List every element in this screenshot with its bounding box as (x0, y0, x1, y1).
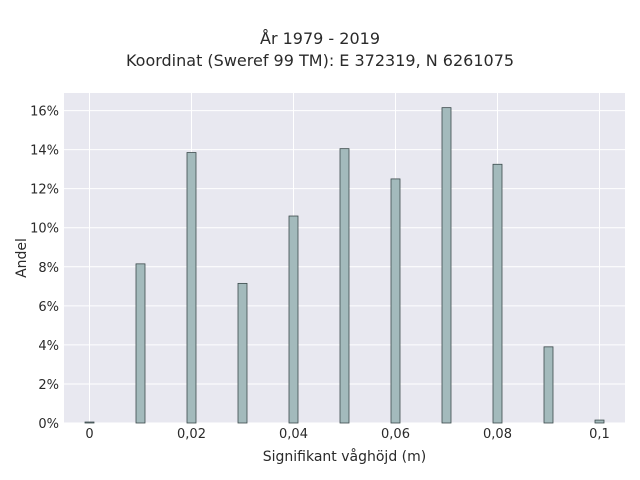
y-tick-label: 14% (30, 144, 59, 159)
x-tick-label: 0 (85, 427, 93, 442)
x-tick-label: 0,08 (483, 427, 512, 442)
x-tick-label: 0,06 (381, 427, 410, 442)
bar (237, 282, 248, 424)
y-axis-label: Andel (14, 238, 30, 278)
bar (594, 419, 605, 424)
bar (186, 152, 197, 424)
y-tick-label: 8% (38, 261, 59, 276)
y-tick-label: 16% (30, 105, 59, 120)
bars (84, 107, 605, 424)
x-tick-label: 0,1 (589, 427, 610, 442)
bar (543, 346, 554, 424)
bar (288, 215, 299, 424)
bar (390, 178, 401, 424)
chart-title-line1: År 1979 - 2019 (260, 29, 380, 48)
bar (339, 148, 350, 424)
y-axis-ticks: 0% 2% 4% 6% 8% 10% 12% 14% 16% (30, 105, 59, 432)
x-axis-label: Signifikant våghöjd (m) (263, 448, 426, 465)
y-tick-label: 6% (38, 300, 59, 315)
bar (441, 107, 452, 424)
y-tick-label: 10% (30, 222, 59, 237)
x-tick-label: 0,04 (279, 427, 308, 442)
bar (492, 163, 503, 424)
y-tick-label: 12% (30, 183, 59, 198)
x-tick-label: 0,02 (177, 427, 206, 442)
bar (135, 263, 146, 424)
y-tick-label: 4% (38, 339, 59, 354)
x-axis-ticks: 0 0,02 0,04 0,06 0,08 0,1 (85, 427, 609, 442)
chart-title-line2: Koordinat (Sweref 99 TM): E 372319, N 62… (125, 51, 515, 70)
y-tick-label: 0% (38, 417, 59, 432)
bar (84, 421, 95, 424)
y-tick-label: 2% (38, 378, 59, 393)
